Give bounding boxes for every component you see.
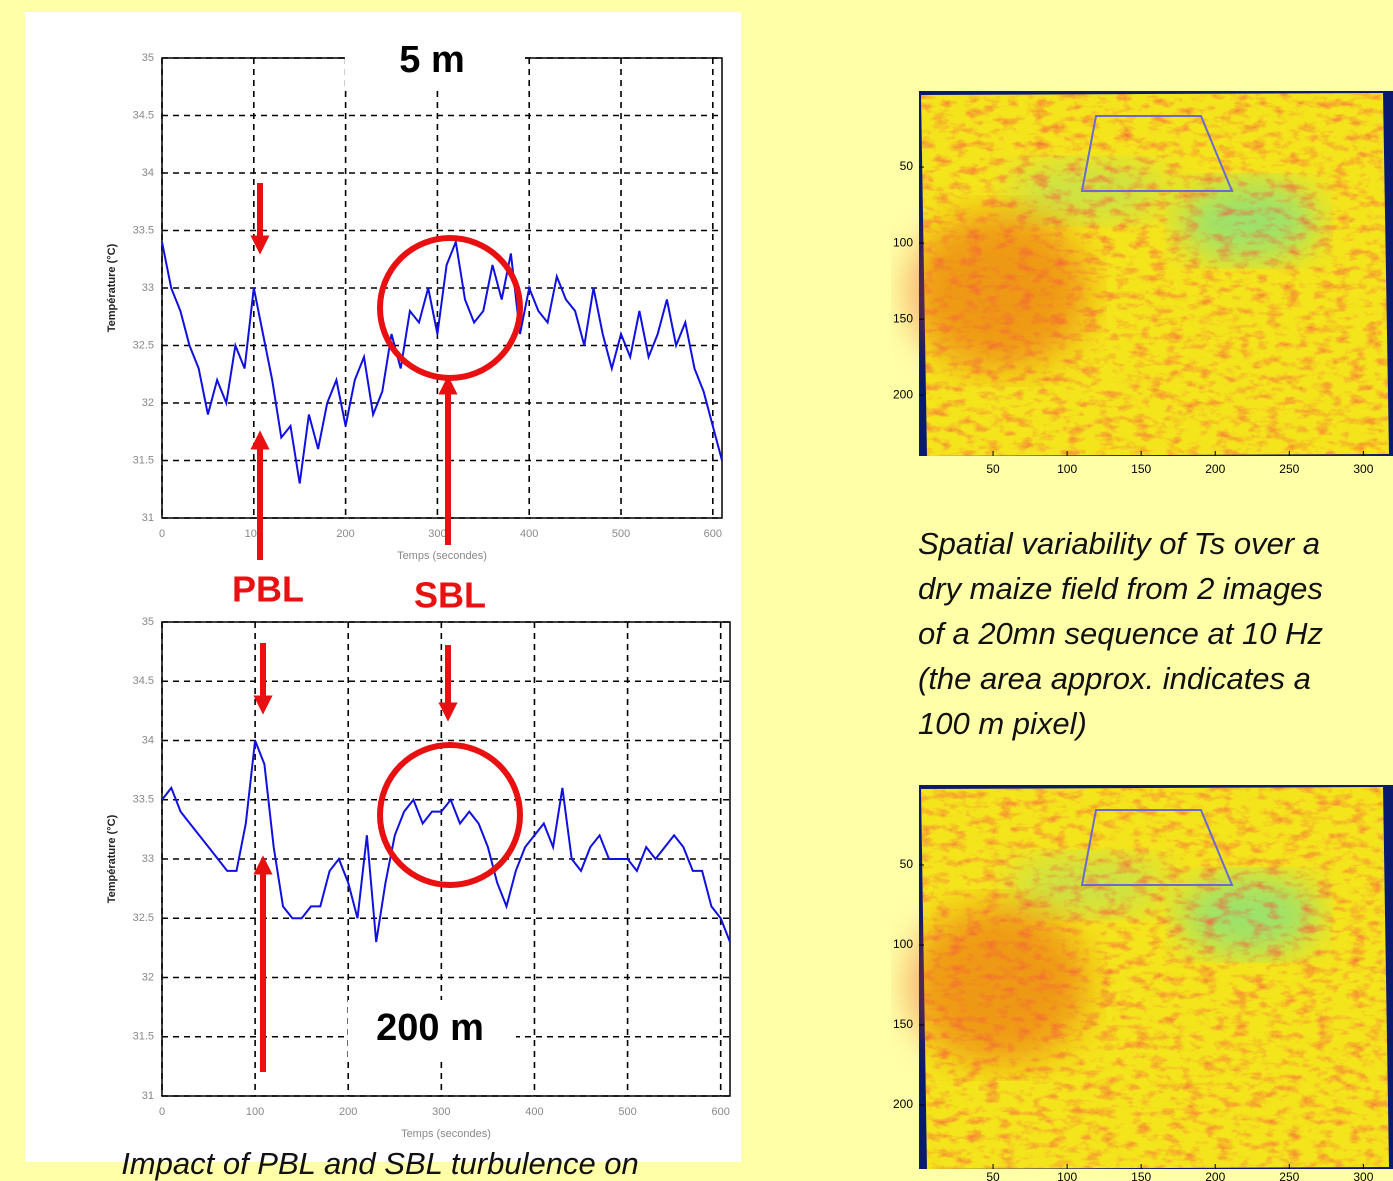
axes-frame: [161, 621, 731, 1097]
x-tick-label: 0: [159, 1106, 165, 1118]
x-tick-label: 400: [525, 1106, 543, 1118]
annotation: SBL: [414, 575, 486, 616]
x-axis-label: Temps (secondes): [397, 550, 487, 562]
caption-line: Spatial variability of Ts over a: [918, 526, 1320, 561]
x-tick-label: 300: [428, 528, 446, 540]
y-tick-label: 33.5: [133, 794, 154, 806]
annotation: PBL: [232, 569, 304, 610]
y-tick-label: 32.5: [133, 339, 154, 351]
annotation-marks: [250, 183, 523, 1072]
y-tick-label: 35: [142, 616, 154, 628]
y-tick-label: 100: [893, 235, 913, 249]
x-tick-label: 600: [704, 528, 722, 540]
x-tick-label: 250: [1279, 1170, 1299, 1181]
y-tick-label: 31: [142, 1090, 154, 1102]
y-tick-label: 100: [893, 937, 913, 951]
caption-line: of a 20mn sequence at 10 Hz: [918, 616, 1323, 651]
caption-line: dry maize field from 2 images: [918, 571, 1323, 606]
y-tick-label: 35: [142, 52, 154, 64]
title-box: [345, 32, 525, 90]
x-tick-label: 100: [1057, 1170, 1077, 1181]
x-tick-label: 0: [159, 528, 165, 540]
caption: Impact of PBL and SBL turbulence on: [121, 1146, 639, 1181]
x-tick-label: 200: [339, 1106, 357, 1118]
x-tick-label: 100: [246, 1106, 264, 1118]
circle: [377, 742, 523, 888]
y-tick-label: 32.5: [133, 912, 154, 924]
y-tick-label: 33: [142, 853, 154, 865]
y-tick-label: 50: [900, 159, 914, 173]
pixel-area: [1080, 115, 1234, 192]
x-tick-label: 300: [1353, 1170, 1373, 1181]
y-axis-label: Température (°C): [106, 814, 118, 903]
y-tick-label: 32: [142, 971, 154, 983]
y-tick-label: 150: [893, 1017, 913, 1031]
thermal-image: [909, 91, 1393, 456]
x-tick-label: 100: [1057, 462, 1077, 476]
x-tick-label: 200: [1205, 1170, 1225, 1181]
x-tick-label: 50: [986, 1170, 1000, 1181]
y-tick-label: 31: [142, 512, 154, 524]
title-box: [348, 1000, 516, 1058]
x-axis-label: Temps (secondes): [401, 1128, 491, 1140]
x-tick-label: 300: [432, 1106, 450, 1118]
y-tick-label: 200: [893, 1097, 913, 1111]
x-tick-label: 500: [618, 1106, 636, 1118]
pixel-area: [1080, 809, 1234, 886]
y-tick-label: 31.5: [133, 454, 154, 466]
x-tick-label: 200: [336, 528, 354, 540]
x-tick-label: 50: [986, 462, 1000, 476]
x-tick-label: 600: [712, 1106, 730, 1118]
data-line: [161, 740, 731, 943]
x-tick-label: 400: [520, 528, 538, 540]
x-tick-label: 200: [1205, 462, 1225, 476]
y-tick-label: 200: [893, 387, 913, 401]
caption-line: (the area approx. indicates a: [918, 661, 1311, 696]
y-tick-label: 32: [142, 397, 154, 409]
x-tick-label: 300: [1353, 462, 1373, 476]
caption-line: 100 m pixel): [918, 706, 1087, 741]
y-tick-label: 34: [142, 167, 154, 179]
x-tick-label: 150: [1131, 1170, 1151, 1181]
chart-title: 5 m: [399, 39, 464, 81]
x-tick-label: 250: [1279, 462, 1299, 476]
x-tick-label: 150: [1131, 462, 1151, 476]
y-tick-label: 31.5: [133, 1031, 154, 1043]
y-tick-label: 34: [142, 734, 154, 746]
thermal-image: [909, 785, 1393, 1169]
y-tick-label: 150: [893, 311, 913, 325]
y-tick-label: 50: [900, 857, 914, 871]
y-tick-label: 34.5: [133, 109, 154, 121]
y-tick-label: 33.5: [133, 224, 154, 236]
y-tick-label: 34.5: [133, 675, 154, 687]
y-tick-label: 33: [142, 282, 154, 294]
image-texture: [921, 787, 1389, 1169]
y-axis-label: Température (°C): [106, 243, 118, 332]
x-tick-label: 500: [612, 528, 630, 540]
image-texture: [921, 93, 1389, 456]
chart-title: 200 m: [376, 1007, 484, 1049]
data-line: [161, 238, 723, 484]
